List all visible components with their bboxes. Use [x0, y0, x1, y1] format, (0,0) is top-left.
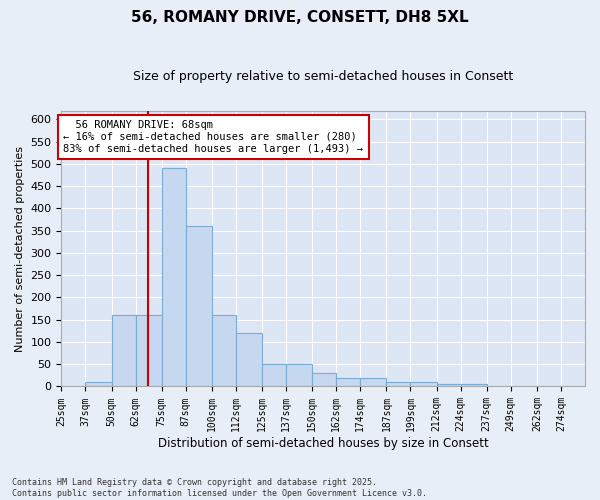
- Bar: [262, 364, 286, 386]
- Bar: [212, 316, 236, 386]
- Bar: [437, 384, 461, 386]
- Bar: [136, 316, 162, 386]
- Bar: [236, 333, 262, 386]
- Bar: [112, 316, 136, 386]
- Bar: [361, 378, 386, 386]
- Bar: [186, 226, 212, 386]
- Bar: [286, 364, 312, 386]
- Bar: [410, 382, 437, 386]
- Bar: [85, 382, 112, 386]
- Bar: [162, 168, 186, 386]
- Y-axis label: Number of semi-detached properties: Number of semi-detached properties: [15, 146, 25, 352]
- Text: 56, ROMANY DRIVE, CONSETT, DH8 5XL: 56, ROMANY DRIVE, CONSETT, DH8 5XL: [131, 10, 469, 25]
- Title: Size of property relative to semi-detached houses in Consett: Size of property relative to semi-detach…: [133, 70, 514, 83]
- Bar: [461, 384, 487, 386]
- Text: 56 ROMANY DRIVE: 68sqm
← 16% of semi-detached houses are smaller (280)
83% of se: 56 ROMANY DRIVE: 68sqm ← 16% of semi-det…: [64, 120, 364, 154]
- Text: Contains HM Land Registry data © Crown copyright and database right 2025.
Contai: Contains HM Land Registry data © Crown c…: [12, 478, 427, 498]
- X-axis label: Distribution of semi-detached houses by size in Consett: Distribution of semi-detached houses by …: [158, 437, 488, 450]
- Bar: [386, 382, 410, 386]
- Bar: [336, 378, 361, 386]
- Bar: [312, 373, 336, 386]
